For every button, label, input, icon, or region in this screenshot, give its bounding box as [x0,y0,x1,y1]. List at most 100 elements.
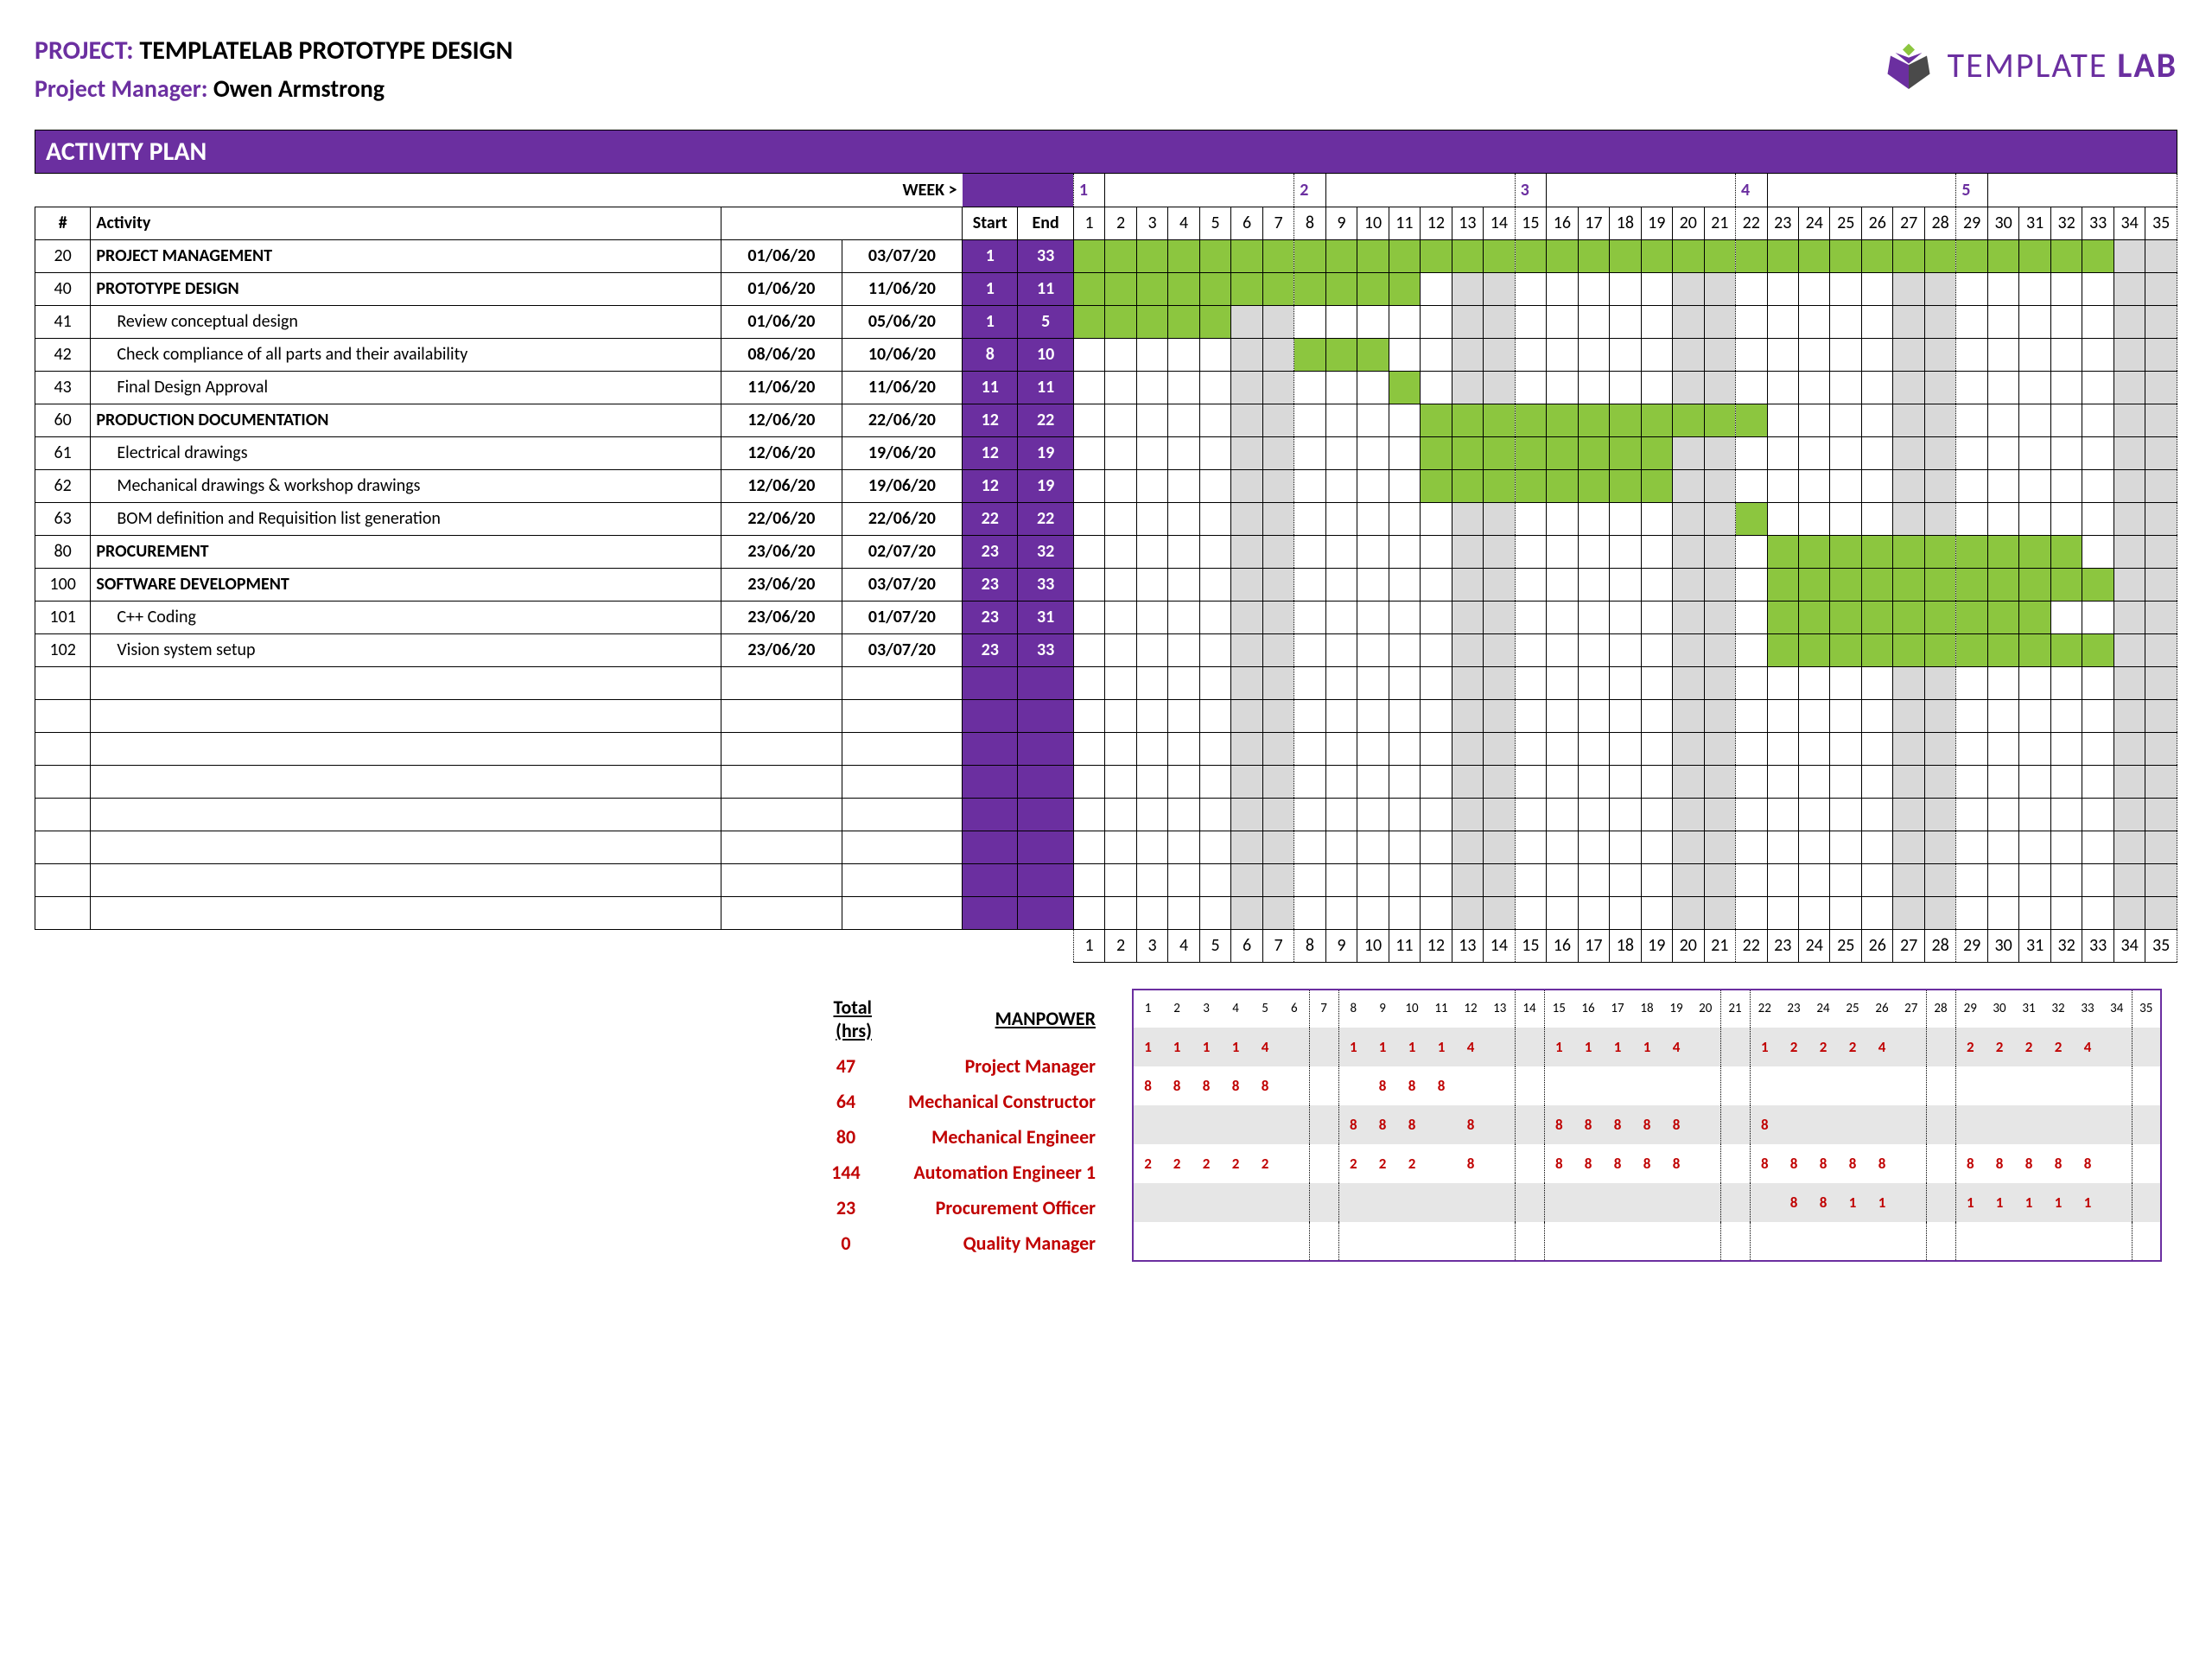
gantt-cell [1673,305,1704,338]
mp-day-header: 21 [1720,990,1750,1028]
row-date-end: 02/07/20 [842,535,963,568]
gantt-cell [1641,535,1672,568]
mp-hour-cell [1485,1144,1515,1183]
gantt-cell [2113,568,2145,601]
mp-hour-cell: 1 [1632,1028,1662,1066]
gantt-cell [1421,633,1452,666]
footer-day: 31 [2019,929,2050,962]
gantt-cell [1673,239,1704,272]
gantt-cell [1767,633,1798,666]
gantt-cell [1168,633,1199,666]
gantt-cell [1325,272,1357,305]
mp-hour-cell [1691,1105,1720,1144]
footer-day: 35 [2145,929,2177,962]
gantt-cell [2082,469,2113,502]
mp-hour-cell [1897,1183,1926,1222]
row-date-end: 03/07/20 [842,633,963,666]
day-header: 18 [1610,207,1641,239]
day-header: 16 [1547,207,1578,239]
mp-hour-cell: 8 [1573,1144,1603,1183]
mp-hour-cell: 8 [1162,1066,1192,1105]
gantt-cell [1610,469,1641,502]
gantt-cell [1767,469,1798,502]
mp-hour-cell: 1 [1867,1183,1897,1222]
mp-hour-cell [1808,1066,1838,1105]
row-end-day: 22 [1018,404,1073,436]
activity-row: 61Electrical drawings12/06/2019/06/20121… [35,436,2177,469]
footer-day: 22 [1736,929,1767,962]
footer-day: 8 [1294,929,1325,962]
gantt-cell [1893,601,1924,633]
gantt-cell [1893,305,1924,338]
gantt-cell [1357,371,1389,404]
gantt-cell [1073,535,1104,568]
gantt-cell [1231,633,1262,666]
gantt-cell [1325,601,1357,633]
gantt-cell [1294,601,1325,633]
gantt-cell [1136,404,1167,436]
gantt-cell [1294,272,1325,305]
mp-hour-cell [1750,1222,1779,1261]
mp-day-header: 8 [1338,990,1368,1028]
mp-hour-cell: 1 [1338,1028,1368,1066]
mp-hour-cell: 2 [1221,1144,1250,1183]
gantt-cell [1199,633,1230,666]
gantt-cell [1515,469,1546,502]
gantt-cell [2019,469,2050,502]
gantt-cell [2145,601,2177,633]
mp-hour-cell [1779,1066,1808,1105]
row-date-start: 01/06/20 [721,239,842,272]
gantt-cell [1199,404,1230,436]
mp-hour-cell [1897,1105,1926,1144]
row-date-end: 10/06/20 [842,338,963,371]
gantt-cell [1421,535,1452,568]
gantt-cell [1830,404,1861,436]
gantt-cell [1578,239,1609,272]
mp-role-total: 0 [803,1226,889,1260]
mp-role-name: Project Manager [891,1049,1113,1083]
mp-hour-cell [1221,1183,1250,1222]
mp-hour-cell: 1 [1368,1028,1397,1066]
mp-day-header: 1 [1133,990,1162,1028]
row-num: 102 [35,633,91,666]
gantt-cell [1893,568,1924,601]
day-header: 30 [1987,207,2018,239]
mp-hour-cell: 1 [1221,1028,1250,1066]
gantt-cell [1924,305,1955,338]
day-header: 10 [1357,207,1389,239]
logo-text-1: TEMPLATE [1948,44,2108,86]
gantt-cell [2019,535,2050,568]
week-number: 2 [1294,174,1325,207]
row-activity: Mechanical drawings & workshop drawings [91,469,721,502]
row-date-start: 22/06/20 [721,502,842,535]
gantt-cell [2145,239,2177,272]
gantt-cell [1956,633,1987,666]
gantt-cell [1799,633,1830,666]
footer-day: 6 [1231,929,1262,962]
gantt-cell [1325,404,1357,436]
gantt-cell [1641,502,1672,535]
mp-hour-cell [1632,1183,1662,1222]
footer-day: 34 [2113,929,2145,962]
gantt-cell [1231,502,1262,535]
gantt-cell [1736,436,1767,469]
mp-hour-cell [2132,1066,2161,1105]
gantt-cell [1704,535,1735,568]
gantt-cell [1578,633,1609,666]
gantt-cell [1262,436,1294,469]
mp-hour-cell [1926,1066,1955,1105]
row-activity: PROTOTYPE DESIGN [91,272,721,305]
mp-hour-cell: 8 [1779,1144,1808,1183]
row-date-end: 22/06/20 [842,404,963,436]
mp-hour-cell [1779,1222,1808,1261]
activity-row: 20PROJECT MANAGEMENT01/06/2003/07/20133 [35,239,2177,272]
mp-title: MANPOWER [891,990,1113,1047]
mp-role-name: Quality Manager [891,1226,1113,1260]
row-end-day: 33 [1018,239,1073,272]
mp-hour-cell: 1 [1397,1028,1427,1066]
gantt-cell [2113,239,2145,272]
gantt-cell [2082,371,2113,404]
mp-hour-cell [1133,1183,1162,1222]
mp-hour-cell: 1 [1838,1183,1867,1222]
row-num: 100 [35,568,91,601]
